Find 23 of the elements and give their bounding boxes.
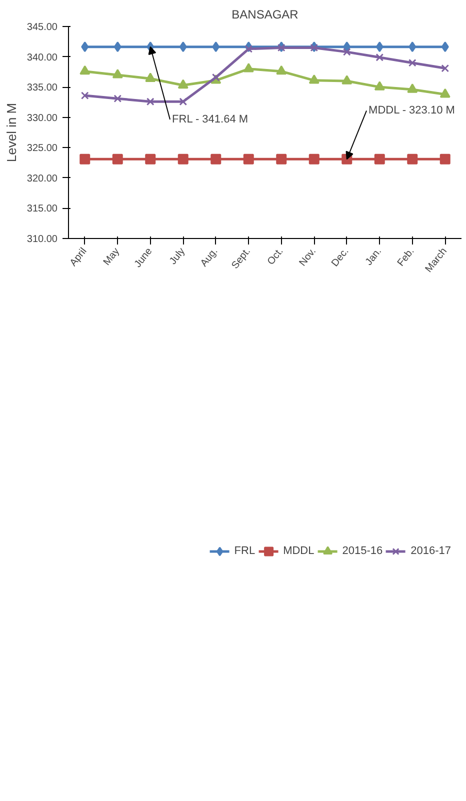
x-tick-label: July (168, 246, 188, 267)
x-tick-label: Feb. (396, 246, 417, 269)
legend-label: MDDL (283, 545, 314, 557)
y-tick-label: 340.00 (26, 52, 58, 64)
y-tick-label: 320.00 (26, 173, 58, 184)
annotation: MDDL - 323.10 M (368, 104, 455, 117)
x-tick-label: Nov. (297, 246, 318, 268)
annotation: FRL - 341.64 M (172, 114, 248, 126)
y-tick-label: 315.00 (26, 204, 58, 215)
x-tick-label: Aug. (198, 246, 220, 270)
y-tick-label: 330.00 (26, 112, 58, 124)
x-tick-label: Dec. (330, 246, 352, 270)
legend-label: 2016-17 (410, 545, 451, 557)
legend-label: FRL (234, 545, 256, 557)
y-tick-label: 325.00 (26, 143, 58, 154)
y-tick-label: 345.00 (26, 22, 58, 33)
y-tick-label: 310.00 (26, 234, 58, 245)
x-tick-label: Oct. (266, 246, 286, 268)
y-axis-title: Level in M (4, 102, 19, 162)
legend-label: 2015-16 (342, 545, 383, 557)
x-tick-label: Jan. (364, 246, 384, 268)
chart-title: BANSAGAR (232, 8, 299, 22)
y-tick-label: 335.00 (26, 82, 58, 94)
